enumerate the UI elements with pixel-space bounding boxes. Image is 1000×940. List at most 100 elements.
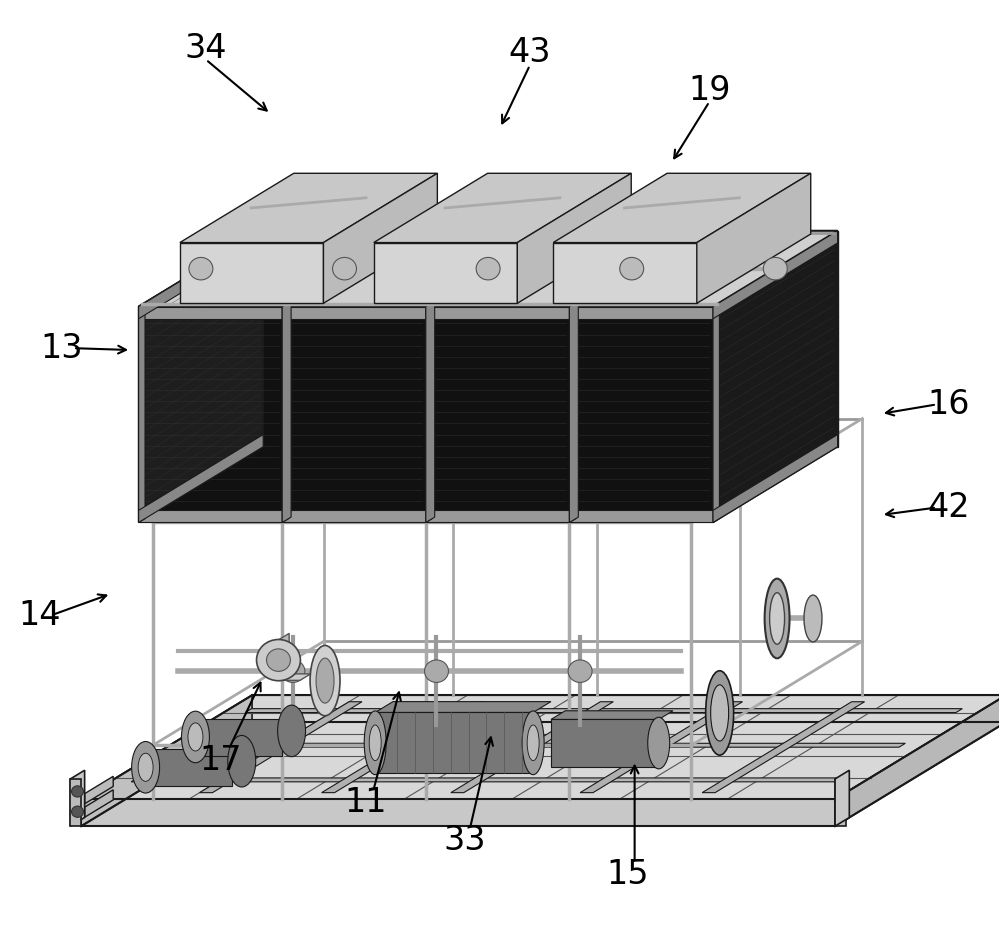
Circle shape <box>620 258 644 280</box>
Polygon shape <box>835 696 1000 826</box>
Polygon shape <box>70 770 85 826</box>
Circle shape <box>281 660 305 682</box>
Ellipse shape <box>364 711 386 775</box>
Text: 33: 33 <box>444 823 486 856</box>
Ellipse shape <box>310 646 340 715</box>
Ellipse shape <box>188 723 203 751</box>
Polygon shape <box>278 634 289 681</box>
Polygon shape <box>146 749 232 786</box>
Text: 34: 34 <box>185 32 227 65</box>
Text: 42: 42 <box>927 491 970 524</box>
Polygon shape <box>426 510 569 523</box>
Text: 43: 43 <box>509 37 551 70</box>
Polygon shape <box>195 719 282 756</box>
Polygon shape <box>580 702 743 792</box>
Ellipse shape <box>278 705 306 757</box>
Ellipse shape <box>711 685 729 741</box>
Polygon shape <box>322 702 484 792</box>
Polygon shape <box>188 744 905 747</box>
Polygon shape <box>375 713 533 774</box>
Polygon shape <box>81 696 1000 799</box>
Polygon shape <box>85 776 113 804</box>
Polygon shape <box>569 303 576 523</box>
Circle shape <box>763 258 787 280</box>
Polygon shape <box>139 303 145 523</box>
Polygon shape <box>835 779 846 826</box>
Circle shape <box>189 258 213 280</box>
Polygon shape <box>70 779 81 826</box>
Polygon shape <box>139 231 263 523</box>
Ellipse shape <box>648 717 670 769</box>
Text: 15: 15 <box>606 858 649 891</box>
Polygon shape <box>282 303 289 523</box>
Ellipse shape <box>181 712 209 762</box>
Ellipse shape <box>138 753 153 781</box>
Text: 16: 16 <box>927 388 970 421</box>
Ellipse shape <box>706 671 734 755</box>
Polygon shape <box>426 306 569 523</box>
Polygon shape <box>569 301 578 523</box>
Ellipse shape <box>527 725 539 760</box>
Circle shape <box>72 786 84 797</box>
Polygon shape <box>553 243 697 304</box>
Polygon shape <box>713 231 838 523</box>
Polygon shape <box>139 306 282 319</box>
Polygon shape <box>81 696 252 826</box>
Ellipse shape <box>132 742 160 793</box>
Polygon shape <box>282 301 291 523</box>
Polygon shape <box>835 770 849 826</box>
Polygon shape <box>426 301 435 523</box>
Polygon shape <box>245 709 962 713</box>
Polygon shape <box>139 231 263 319</box>
Polygon shape <box>375 701 551 713</box>
Polygon shape <box>85 790 113 817</box>
Polygon shape <box>451 702 613 792</box>
Ellipse shape <box>228 735 256 787</box>
Polygon shape <box>426 303 432 523</box>
Polygon shape <box>323 173 437 304</box>
Polygon shape <box>551 711 673 719</box>
Polygon shape <box>569 306 713 319</box>
Polygon shape <box>713 303 719 523</box>
Polygon shape <box>282 306 426 319</box>
Polygon shape <box>569 306 713 523</box>
Circle shape <box>568 660 592 682</box>
Polygon shape <box>551 719 659 767</box>
Text: 17: 17 <box>200 744 242 777</box>
Polygon shape <box>553 173 811 243</box>
Polygon shape <box>180 173 437 243</box>
Polygon shape <box>81 799 835 826</box>
Circle shape <box>333 258 356 280</box>
Polygon shape <box>569 510 713 523</box>
Polygon shape <box>517 173 631 304</box>
Polygon shape <box>374 243 517 304</box>
Circle shape <box>257 639 300 681</box>
Polygon shape <box>263 231 838 446</box>
Polygon shape <box>200 702 362 792</box>
Text: 19: 19 <box>688 74 731 107</box>
Polygon shape <box>180 243 323 304</box>
Ellipse shape <box>770 593 785 644</box>
Polygon shape <box>139 231 838 306</box>
Polygon shape <box>139 434 263 523</box>
Circle shape <box>72 807 84 817</box>
Polygon shape <box>278 674 311 681</box>
Text: 13: 13 <box>40 332 82 365</box>
Circle shape <box>425 660 448 682</box>
Ellipse shape <box>804 595 822 642</box>
Circle shape <box>267 649 290 671</box>
Polygon shape <box>195 737 301 749</box>
Text: 14: 14 <box>18 599 61 632</box>
Ellipse shape <box>369 725 381 760</box>
Polygon shape <box>426 306 569 319</box>
Circle shape <box>476 258 500 280</box>
Polygon shape <box>713 434 838 523</box>
Ellipse shape <box>522 711 544 775</box>
Polygon shape <box>697 173 811 304</box>
Polygon shape <box>282 510 426 523</box>
Ellipse shape <box>316 658 334 703</box>
Polygon shape <box>282 306 426 523</box>
Polygon shape <box>702 702 865 792</box>
Polygon shape <box>139 306 282 523</box>
Polygon shape <box>131 778 848 782</box>
